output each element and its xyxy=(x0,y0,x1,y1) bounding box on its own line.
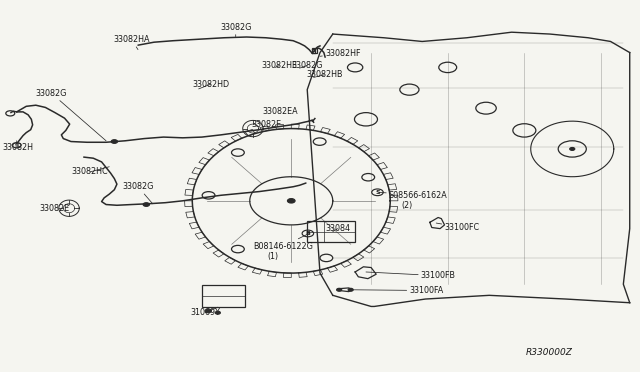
Bar xyxy=(202,285,245,307)
Text: S: S xyxy=(375,190,380,195)
Text: 33100FC: 33100FC xyxy=(436,223,479,232)
Circle shape xyxy=(143,203,150,206)
Text: 33082G: 33082G xyxy=(291,61,323,70)
Text: 33084: 33084 xyxy=(325,224,350,233)
Circle shape xyxy=(287,199,295,203)
Text: 31069Y: 31069Y xyxy=(190,307,220,317)
Text: S08566-6162A: S08566-6162A xyxy=(379,191,448,200)
Text: 33082HD: 33082HD xyxy=(192,80,229,89)
Text: 33082HA: 33082HA xyxy=(113,35,150,49)
Circle shape xyxy=(111,140,118,143)
Text: (1): (1) xyxy=(268,252,279,261)
Circle shape xyxy=(215,311,220,314)
Text: 33082E: 33082E xyxy=(251,120,281,129)
Bar xyxy=(312,48,317,53)
Bar xyxy=(307,221,355,242)
Text: 33082HB: 33082HB xyxy=(306,70,342,79)
Text: 33100FA: 33100FA xyxy=(351,286,444,295)
Text: B: B xyxy=(305,231,310,236)
Circle shape xyxy=(337,288,342,291)
Circle shape xyxy=(348,288,353,291)
Text: R330000Z: R330000Z xyxy=(525,348,572,357)
Circle shape xyxy=(570,147,575,150)
Text: 33082G: 33082G xyxy=(220,23,252,37)
Text: 33082H: 33082H xyxy=(2,141,33,152)
Text: 33082G: 33082G xyxy=(36,89,106,141)
Circle shape xyxy=(205,309,211,313)
Text: 33100FB: 33100FB xyxy=(366,271,456,280)
Text: 33082HE: 33082HE xyxy=(261,61,297,70)
Text: 33082G: 33082G xyxy=(122,182,154,204)
Text: B08146-6122G: B08146-6122G xyxy=(253,234,314,250)
Text: (2): (2) xyxy=(402,201,413,210)
Text: 33082EA: 33082EA xyxy=(262,107,298,116)
Text: 33082HF: 33082HF xyxy=(320,49,360,58)
Text: 33082HC: 33082HC xyxy=(72,167,109,176)
Text: 33082E: 33082E xyxy=(40,204,70,213)
